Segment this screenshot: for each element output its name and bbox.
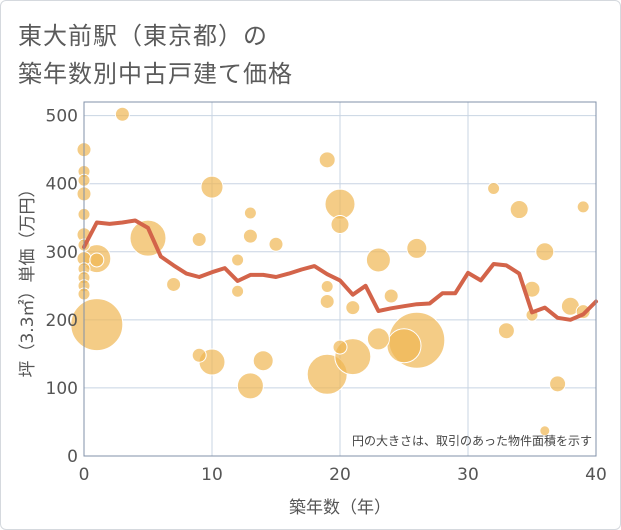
bubble-point <box>345 300 361 316</box>
y-tick-label: 200 <box>46 311 78 331</box>
y-tick-label: 100 <box>46 379 78 399</box>
bubble-point <box>191 347 207 363</box>
bubble-point <box>129 219 167 257</box>
bubble-point <box>236 372 264 400</box>
x-tick-label: 0 <box>79 465 90 485</box>
bubble-point <box>330 215 350 235</box>
x-tick-label: 30 <box>457 465 479 485</box>
bubble-point <box>539 425 551 437</box>
bubble-point <box>383 288 399 304</box>
bubble-size-note: 円の大きさは、取引のあった物件面積を示す <box>352 433 592 448</box>
bubble-point <box>231 284 245 298</box>
bubble-point <box>366 327 390 351</box>
bubble-point <box>191 232 207 248</box>
bubble-point <box>114 106 130 122</box>
bubble-point <box>535 242 555 262</box>
bubble-point <box>386 328 422 364</box>
plot-border <box>83 101 597 457</box>
chart-title-line2: 築年数別中古戸建て価格 <box>18 60 293 88</box>
y-axis-label: 坪（3.3㎡）単価（万円） <box>18 180 38 377</box>
bubble-point <box>242 228 258 244</box>
x-tick-label: 10 <box>201 465 223 485</box>
bubble-point <box>70 298 124 352</box>
bubble-point <box>549 375 567 393</box>
bubble-point <box>268 236 284 252</box>
bubble-point <box>509 200 529 220</box>
bubble-point <box>324 188 356 220</box>
bubble-point <box>166 276 182 292</box>
bubble-point <box>200 175 224 199</box>
bubble-point <box>320 279 334 293</box>
bubble-point <box>89 252 105 268</box>
y-tick-label: 400 <box>46 175 78 195</box>
x-tick-labels: 0 10 20 30 40 <box>79 465 607 485</box>
bubble-point <box>365 247 391 273</box>
average-line <box>82 218 598 322</box>
y-tick-label: 300 <box>46 243 78 263</box>
y-tick-label: 0 <box>67 447 78 467</box>
y-tick-labels: 0 100 200 300 400 500 <box>46 107 78 467</box>
bubble-point <box>332 339 348 355</box>
bubble-point <box>497 322 515 340</box>
bubble-point <box>231 253 245 267</box>
bubble-point <box>252 350 274 372</box>
bubble-series <box>70 106 591 437</box>
bubble-point <box>243 206 257 220</box>
chart-title-line1: 東大前駅（東京都）の <box>18 22 268 50</box>
bubble-point <box>406 237 428 259</box>
bubble-point <box>319 293 335 309</box>
x-tick-label: 20 <box>329 465 351 485</box>
x-axis-label: 築年数（年） <box>289 498 391 518</box>
y-tick-label: 500 <box>46 107 78 127</box>
bubble-point <box>487 181 501 195</box>
x-tick-label: 40 <box>585 465 607 485</box>
bubble-point <box>318 151 336 169</box>
bubble-point <box>576 200 590 214</box>
